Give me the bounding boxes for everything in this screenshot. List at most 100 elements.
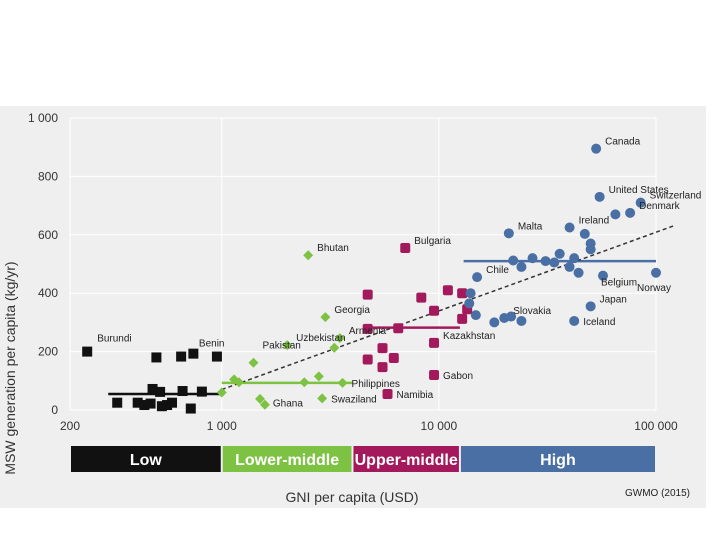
- data-point: [362, 323, 373, 334]
- data-point: [516, 261, 527, 272]
- point-label: Kazakhstan: [443, 331, 495, 342]
- data-point: [508, 255, 519, 266]
- data-point: [549, 257, 560, 268]
- data-point: [429, 369, 440, 380]
- data-point: [442, 285, 453, 296]
- data-point: [393, 323, 404, 334]
- data-point: [185, 403, 196, 414]
- income-band-label: Low: [130, 452, 163, 469]
- point-label: Belgium: [601, 278, 637, 289]
- data-point: [320, 312, 331, 323]
- data-point: [651, 267, 661, 278]
- data-point: [329, 342, 340, 353]
- point-label: Canada: [605, 137, 640, 148]
- data-point: [211, 351, 222, 362]
- data-point: [429, 305, 440, 316]
- data-point: [248, 357, 259, 368]
- data-point: [167, 397, 178, 408]
- data-point: [317, 393, 328, 404]
- x-tick-label: 200: [60, 419, 80, 433]
- y-tick-label: 400: [38, 286, 58, 300]
- data-point: [573, 267, 584, 278]
- point-label: Georgia: [334, 305, 370, 316]
- data-point: [282, 340, 293, 351]
- point-label: Uzbekistan: [296, 333, 345, 344]
- data-point: [259, 399, 270, 410]
- data-point: [145, 398, 156, 409]
- data-point: [416, 292, 427, 303]
- data-point: [472, 272, 483, 283]
- point-label: Armenia: [349, 326, 387, 337]
- data-point: [334, 333, 345, 344]
- x-tick-label: 100 000: [634, 419, 678, 433]
- data-point: [527, 253, 538, 264]
- data-point: [597, 270, 608, 281]
- data-point: [303, 250, 314, 261]
- data-point: [540, 256, 551, 267]
- point-label: Ireland: [579, 216, 610, 227]
- data-point: [564, 222, 575, 233]
- data-point: [457, 313, 468, 324]
- data-point: [382, 388, 393, 399]
- y-tick-label: 200: [38, 345, 58, 359]
- scatter-chart: Burundi Benin Bhutan Georgia Armenia Uzbekist…: [2, 111, 702, 505]
- y-tick-label: 0: [51, 403, 58, 417]
- data-point: [254, 393, 265, 404]
- point-label: Philippines: [352, 379, 400, 390]
- data-point: [362, 289, 373, 300]
- point-label: Swaziland: [331, 394, 377, 405]
- income-band-label: Lower-middle: [235, 452, 339, 469]
- data-point: [465, 288, 476, 299]
- y-tick-label: 1 000: [28, 111, 58, 125]
- data-point: [362, 354, 373, 365]
- data-point: [377, 343, 388, 354]
- income-band-label: Upper-middle: [355, 452, 458, 469]
- chart-panel: Burundi Benin Bhutan Georgia Armenia Uzbekist…: [0, 106, 706, 508]
- data-point: [377, 362, 388, 373]
- y-axis-label: MSW generation per capita (kg/yr): [2, 261, 18, 474]
- point-label: Burundi: [97, 334, 131, 345]
- point-label: Bulgaria: [414, 236, 451, 247]
- data-point: [176, 351, 187, 362]
- data-point: [337, 377, 348, 388]
- point-label: Denmark: [639, 201, 681, 212]
- point-label: Iceland: [583, 317, 615, 328]
- data-point: [156, 401, 167, 412]
- point-label: Malta: [518, 221, 543, 232]
- income-bands: Low Lower-middle Upper-middle High: [71, 446, 655, 472]
- data-point: [591, 143, 602, 154]
- data-point: [132, 397, 143, 408]
- data-point: [635, 197, 646, 208]
- data-point: [299, 377, 310, 388]
- data-point: [147, 383, 158, 394]
- data-point: [151, 352, 162, 363]
- data-point: [585, 301, 596, 312]
- income-band-upper-middle: [353, 446, 459, 472]
- point-label: Benin: [199, 339, 225, 350]
- source-note: GWMO (2015): [625, 488, 690, 499]
- data-point: [464, 298, 475, 309]
- data-point: [457, 288, 468, 299]
- income-band-lower-middle: [222, 446, 352, 472]
- point-label: United States: [609, 185, 669, 196]
- x-tick-label: 10 000: [421, 419, 458, 433]
- x-axis-label: GNI per capita (USD): [285, 489, 418, 505]
- point-label: Slovakia: [513, 306, 551, 317]
- trendline: [221, 225, 674, 391]
- data-point: [503, 228, 514, 239]
- point-label: Chile: [486, 265, 509, 276]
- data-point: [155, 386, 166, 397]
- trend-line: [221, 225, 674, 391]
- data-point: [569, 315, 580, 326]
- data-point: [625, 207, 636, 218]
- data-point: [112, 397, 123, 408]
- data-point: [470, 310, 481, 321]
- data-point: [82, 346, 93, 357]
- point-label: Norway: [637, 283, 671, 294]
- data-point: [400, 242, 411, 253]
- point-label: Ghana: [273, 399, 303, 410]
- point-label: Gabon: [443, 371, 473, 382]
- point-label: Switzerland: [650, 191, 702, 202]
- data-point: [196, 386, 207, 397]
- data-point: [594, 191, 605, 202]
